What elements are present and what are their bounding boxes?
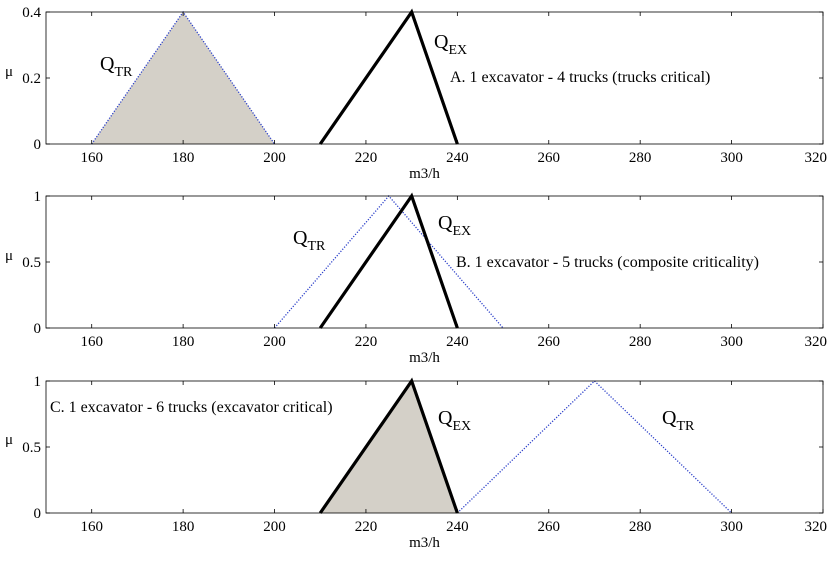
x-axis-label: m3/h xyxy=(409,350,440,366)
x-tick-label: 240 xyxy=(446,334,469,350)
x-tick-label: 160 xyxy=(80,334,103,350)
series-line-ex xyxy=(318,192,459,329)
x-tick-label: 320 xyxy=(805,519,828,535)
x-tick-label: 220 xyxy=(355,334,378,350)
x-tick-label: 280 xyxy=(629,519,652,535)
y-tick-label: 0.4 xyxy=(22,5,41,21)
x-tick-label: 200 xyxy=(263,519,286,535)
x-tick-label: 300 xyxy=(720,519,743,535)
panel-annotation: A. 1 excavator - 4 trucks (trucks critic… xyxy=(450,69,710,86)
x-tick-label: 320 xyxy=(805,334,828,350)
x-tick-label: 300 xyxy=(720,334,743,350)
y-tick-label: 0 xyxy=(34,321,42,337)
y-tick-label: 0 xyxy=(34,137,42,153)
series-label-tr: QTR xyxy=(662,407,695,434)
x-tick-label: 220 xyxy=(355,150,378,166)
panel-annotation: B. 1 excavator - 5 trucks (composite cri… xyxy=(456,254,759,271)
y-axis-label: μ xyxy=(5,248,13,264)
x-tick-label: 200 xyxy=(263,334,286,350)
x-tick-label: 180 xyxy=(172,519,195,535)
x-tick-label: 280 xyxy=(629,150,652,166)
y-tick-label: 0.2 xyxy=(22,71,41,87)
series-label-tr: QTR xyxy=(293,227,326,254)
y-tick-label: 1 xyxy=(34,189,42,205)
series-label-ex: QEX xyxy=(438,407,471,434)
x-tick-label: 180 xyxy=(172,150,195,166)
chart-panel-a: 160 180 200 220 240 260 280 300 320 0 0.2 0.4 m3/h μ A… xyxy=(5,5,827,182)
series-line-tr xyxy=(456,380,733,514)
x-tick-label: 280 xyxy=(629,334,652,350)
x-axis-label: m3/h xyxy=(409,535,440,551)
x-tick-label: 300 xyxy=(720,150,743,166)
x-tick-label: 180 xyxy=(172,334,195,350)
series-label-tr: QTR xyxy=(100,53,133,80)
x-tick-label: 320 xyxy=(805,150,828,166)
series-label-ex: QEX xyxy=(434,31,467,58)
series-label-ex: QEX xyxy=(438,212,471,239)
y-tick-label: 0.5 xyxy=(22,255,41,271)
x-tick-label: 240 xyxy=(446,519,469,535)
x-tick-label: 160 xyxy=(80,519,103,535)
x-tick-label: 220 xyxy=(355,519,378,535)
x-tick-label: 260 xyxy=(538,334,561,350)
chart-panel-b: 160 180 200 220 240 260 280 300 320 0 0.5 1 m3/h μ B. … xyxy=(5,189,827,366)
shaded-region xyxy=(320,381,458,513)
y-tick-label: 1 xyxy=(34,374,42,390)
chart-panel-c: 160 180 200 220 240 260 280 300 320 0 0.5 1 m3/h μ C. … xyxy=(5,374,827,551)
y-axis-label: μ xyxy=(5,432,13,448)
y-tick-label: 0 xyxy=(34,506,42,522)
y-axis-label: μ xyxy=(5,64,13,80)
x-tick-label: 260 xyxy=(538,519,561,535)
x-tick-label: 160 xyxy=(80,150,103,166)
y-tick-label: 0.5 xyxy=(22,440,41,456)
x-tick-label: 200 xyxy=(263,150,286,166)
panel-annotation: C. 1 excavator - 6 trucks (excavator cri… xyxy=(50,399,333,416)
x-tick-label: 260 xyxy=(538,150,561,166)
x-tick-label: 240 xyxy=(446,150,469,166)
shaded-region xyxy=(91,12,275,144)
x-axis-label: m3/h xyxy=(409,166,440,182)
